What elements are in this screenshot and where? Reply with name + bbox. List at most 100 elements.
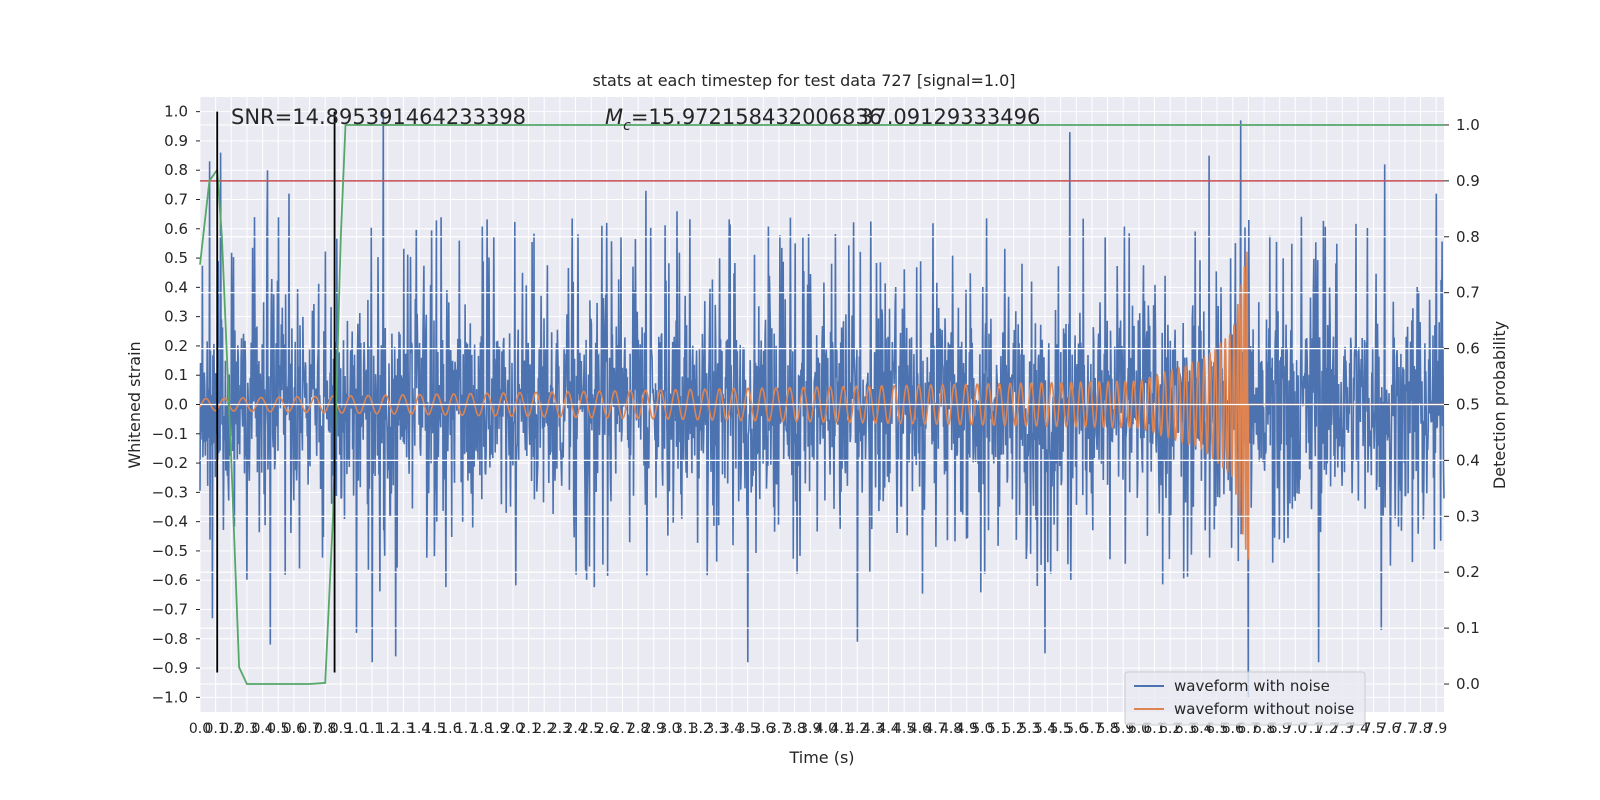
left-y-tick-label-4: −0.6 (152, 571, 188, 589)
x-tick-label-11: 1.1 (361, 721, 383, 737)
chart-title: stats at each timestep for test data 727… (592, 71, 1015, 90)
x-tick-label-53: 5.3 (1018, 721, 1040, 737)
detection-probability-line (199, 124, 1444, 685)
x-tick-label-16: 1.6 (439, 721, 461, 737)
chirp-mass-symbol: M (605, 105, 623, 129)
x-tick-label-23: 2.3 (549, 721, 571, 737)
legend-label-clean: waveform without noise (1174, 700, 1354, 718)
x-tick-label-45: 4.5 (893, 721, 915, 737)
overlapping-annotation-text: 37.09129333496 (860, 105, 1040, 129)
x-tick-label-55: 5.5 (1049, 721, 1071, 737)
x-tick-label-77: 7.7 (1394, 721, 1416, 737)
left-y-tick-label-13: 0.3 (164, 308, 188, 326)
svg-text:Mc=15.972158432006836: Mc=15.972158432006836 (605, 105, 882, 134)
x-tick-label-10: 1.0 (345, 721, 367, 737)
left-y-tick-label-9: −0.1 (152, 425, 188, 443)
x-tick-label-33: 3.3 (705, 721, 727, 737)
x-tick-label-9: 0.9 (330, 721, 352, 737)
series-waveform-without-noise (199, 251, 1444, 560)
right-y-tick-labels: 0.0 0.1 0.2 0.3 0.4 0.5 0.6 0.7 0.8 0.9 1.0 (1444, 116, 1480, 693)
x-tick-label-76: 7.6 (1378, 721, 1400, 737)
chirp-mass-annotation: Mc=15.972158432006836 37.09129333496 (605, 105, 1040, 134)
x-tick-label-26: 2.6 (596, 721, 618, 737)
left-y-tick-label-18: 0.8 (164, 161, 188, 179)
x-tick-label-78: 7.8 (1409, 721, 1431, 737)
x-tick-label-22: 2.2 (533, 721, 555, 737)
left-y-tick-labels: −1.0 −0.9 −0.8 −0.7 −0.6 −0.5 −0.4 −0.3 −0.2 −0.1… (152, 103, 200, 706)
left-y-tick-label-11: 0.1 (164, 366, 188, 384)
x-tick-label-6: 0.6 (283, 721, 305, 737)
x-tick-label-1: 0.1 (205, 721, 227, 737)
x-tick-label-20: 2.0 (502, 721, 524, 737)
x-tick-label-15: 1.5 (424, 721, 446, 737)
legend-label-noise: waveform with noise (1174, 677, 1330, 695)
x-axis-label: Time (s) (788, 748, 854, 767)
x-tick-label-79: 7.9 (1425, 721, 1447, 737)
left-y-tick-label-3: −0.7 (152, 601, 188, 619)
x-tick-label-50: 5.0 (971, 721, 993, 737)
x-tick-label-36: 3.6 (752, 721, 774, 737)
x-tick-label-27: 2.7 (611, 721, 633, 737)
x-tick-label-38: 3.8 (783, 721, 805, 737)
x-tick-label-28: 2.8 (627, 721, 649, 737)
left-y-tick-label-10: 0.0 (164, 396, 188, 414)
left-y-tick-label-16: 0.6 (164, 220, 188, 238)
x-tick-labels: 0.00.10.20.30.40.50.60.70.80.91.01.11.21… (189, 721, 1447, 737)
x-tick-label-7: 0.7 (298, 721, 320, 737)
x-tick-label-35: 3.5 (737, 721, 759, 737)
right-y-tick-label-10: 1.0 (1456, 116, 1480, 134)
left-y-tick-label-19: 0.9 (164, 132, 188, 150)
left-y-tick-label-15: 0.5 (164, 249, 188, 267)
left-y-tick-label-14: 0.4 (164, 278, 188, 296)
series-detection-probability (199, 124, 1444, 685)
x-tick-label-43: 4.3 (862, 721, 884, 737)
waveform-without-noise-line (199, 251, 1444, 560)
x-tick-label-29: 2.9 (643, 721, 665, 737)
left-y-tick-label-7: −0.3 (152, 483, 188, 501)
left-y-tick-label-8: −0.2 (152, 454, 188, 472)
right-y-tick-label-4: 0.4 (1456, 451, 1480, 469)
x-tick-label-21: 2.1 (517, 721, 539, 737)
x-tick-label-12: 1.2 (377, 721, 399, 737)
left-y-tick-label-1: −0.9 (152, 659, 188, 677)
right-y-tick-label-9: 0.9 (1456, 172, 1480, 190)
x-tick-label-32: 3.2 (690, 721, 712, 737)
right-y-tick-label-1: 0.1 (1456, 619, 1480, 637)
x-tick-label-13: 1.3 (392, 721, 414, 737)
x-tick-label-19: 1.9 (486, 721, 508, 737)
x-tick-label-39: 3.9 (799, 721, 821, 737)
right-y-tick-label-6: 0.6 (1456, 340, 1480, 358)
x-tick-label-34: 3.4 (721, 721, 743, 737)
right-y-tick-label-5: 0.5 (1456, 396, 1480, 414)
x-tick-label-3: 0.3 (236, 721, 258, 737)
left-y-axis-label: Whitened strain (125, 341, 144, 468)
vertical-markers (216, 111, 336, 673)
x-tick-label-24: 2.4 (564, 721, 586, 737)
chirp-mass-subscript: c (623, 118, 631, 134)
x-tick-label-48: 4.8 (940, 721, 962, 737)
x-tick-label-42: 4.2 (846, 721, 868, 737)
left-y-tick-label-6: −0.4 (152, 513, 188, 531)
x-tick-label-18: 1.8 (471, 721, 493, 737)
x-tick-label-54: 5.4 (1034, 721, 1056, 737)
right-y-tick-label-8: 0.8 (1456, 228, 1480, 246)
x-tick-label-0: 0.0 (189, 721, 211, 737)
x-tick-label-44: 4.4 (877, 721, 899, 737)
x-tick-label-31: 3.1 (674, 721, 696, 737)
x-tick-label-40: 4.0 (815, 721, 837, 737)
snr-annotation: SNR=14.895391464233398 (231, 105, 526, 129)
left-y-tick-label-20: 1.0 (164, 103, 188, 121)
x-tick-label-51: 5.1 (987, 721, 1009, 737)
x-tick-label-46: 4.6 (909, 721, 931, 737)
x-tick-label-17: 1.7 (455, 721, 477, 737)
left-y-tick-label-5: −0.5 (152, 542, 188, 560)
x-tick-label-41: 4.1 (830, 721, 852, 737)
x-tick-label-56: 5.6 (1065, 721, 1087, 737)
x-tick-label-58: 5.8 (1096, 721, 1118, 737)
x-tick-label-4: 0.4 (251, 721, 273, 737)
right-y-tick-label-0: 0.0 (1456, 675, 1480, 693)
right-y-tick-label-2: 0.2 (1456, 563, 1480, 581)
left-y-tick-label-2: −0.8 (152, 630, 188, 648)
right-y-tick-label-3: 0.3 (1456, 507, 1480, 525)
